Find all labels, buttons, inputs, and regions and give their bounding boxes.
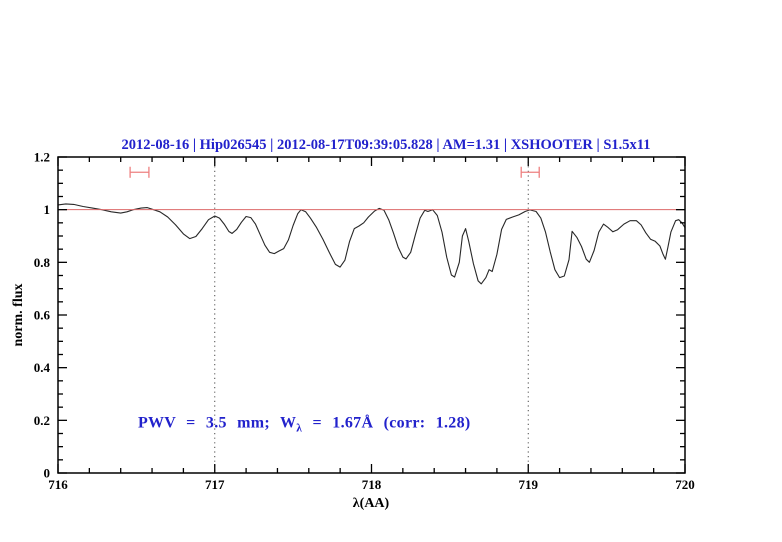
y-axis-label: norm. flux — [11, 284, 26, 347]
y-tick-label: 0.2 — [34, 413, 50, 428]
spectrum-path — [57, 203, 686, 285]
pwv-annotation: PWV = 3.5 mm; Wλ = 1.67Å (corr: 1.28) — [138, 413, 471, 434]
y-tick-label: 0.8 — [34, 255, 51, 270]
y-tick-label: 1.2 — [34, 150, 50, 165]
y-tick-label: 0 — [44, 466, 51, 481]
x-tick-label: 718 — [362, 477, 382, 492]
x-axis-label: λ(AA) — [353, 496, 390, 511]
axis-ticks — [57, 156, 686, 474]
x-tick-label: 717 — [205, 477, 225, 492]
x-tick-label: 716 — [48, 477, 68, 492]
y-tick-label: 1 — [44, 202, 51, 217]
y-tick-label: 0.6 — [34, 308, 51, 323]
y-tick-label: 0.4 — [34, 360, 51, 375]
x-tick-label: 719 — [519, 477, 539, 492]
range-markers — [129, 166, 540, 178]
pwv-annotation-text: PWV = 3.5 mm; Wλ = 1.67Å (corr: 1.28) — [138, 413, 471, 434]
axis-tick-labels: 716 717 718 719 720 0 0.2 0.4 0.6 0.8 1 1.2 — [34, 150, 695, 493]
spectrum-line — [57, 203, 686, 285]
x-tick-label: 720 — [675, 477, 695, 492]
dotted-vlines — [214, 157, 529, 473]
chart-title: 2012-08-16 | Hip026545 | 2012-08-17T09:3… — [122, 137, 651, 153]
